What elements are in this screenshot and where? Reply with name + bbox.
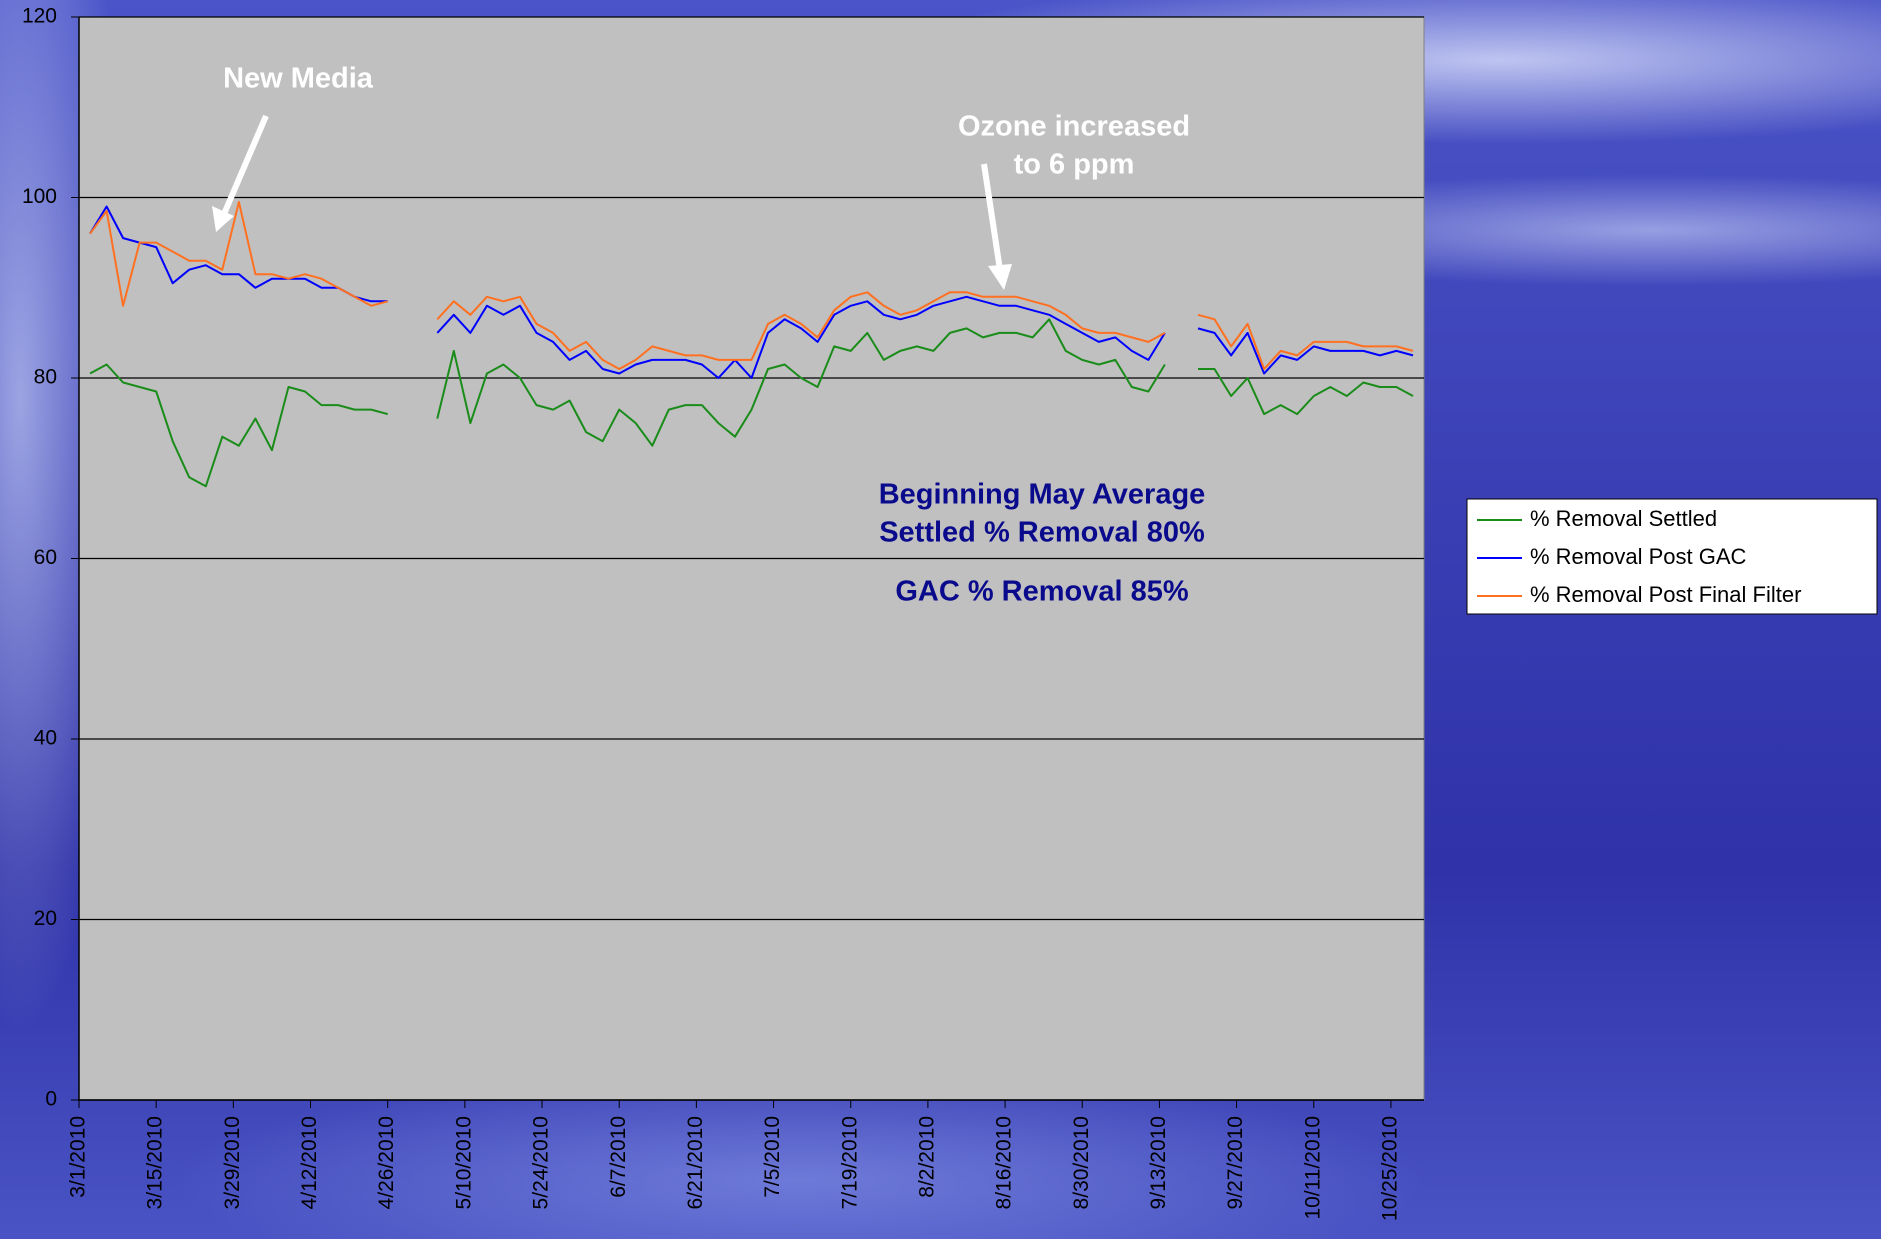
- x-tick-label: 3/15/2010: [144, 1116, 167, 1209]
- x-tick-label: 10/11/2010: [1301, 1116, 1324, 1220]
- y-tick-label: 0: [45, 1088, 57, 1111]
- legend-label: % Removal Settled: [1530, 506, 1717, 531]
- x-tick-label: 4/26/2010: [375, 1116, 398, 1209]
- legend: % Removal Settled % Removal Post GAC % Rem…: [1466, 498, 1878, 615]
- x-tick-label: 6/7/2010: [607, 1116, 630, 1198]
- y-tick-label: 120: [22, 5, 57, 28]
- y-tick-label: 100: [22, 185, 57, 208]
- annotation: Settled % Removal 80%: [879, 517, 1205, 549]
- annotation: New Media: [223, 63, 374, 95]
- x-tick-label: 8/16/2010: [993, 1116, 1016, 1209]
- legend-label: % Removal Post GAC: [1530, 544, 1747, 569]
- lines: [89, 201, 1414, 488]
- x-tick-label: 3/1/2010: [67, 1116, 90, 1198]
- y-tick-label: 20: [34, 907, 57, 930]
- annotation: Beginning May Average: [879, 479, 1206, 511]
- series-line: [89, 318, 1414, 488]
- arrow-head: [212, 206, 234, 232]
- x-tick-label: 8/30/2010: [1070, 1116, 1093, 1209]
- y-tick-label: 60: [34, 546, 57, 569]
- y-tick-label: 80: [34, 366, 57, 389]
- x-tick-label: 6/21/2010: [684, 1116, 707, 1209]
- x-tick-label: 3/29/2010: [221, 1116, 244, 1209]
- x-tick-label: 7/19/2010: [838, 1116, 861, 1209]
- annotation: GAC % Removal 85%: [895, 576, 1189, 608]
- arrow: [221, 114, 269, 216]
- series-line: [89, 201, 1414, 370]
- x-tick-label: 5/10/2010: [452, 1116, 475, 1209]
- x-tick-label: 7/5/2010: [761, 1116, 784, 1198]
- axes: 0 20 40 60 80 100 120 3/1/2010 3/15/2010 3/29/201…: [22, 5, 1424, 1221]
- x-tick-label: 8/2/2010: [915, 1116, 938, 1198]
- x-tick-label: 5/24/2010: [530, 1116, 553, 1209]
- annotation: Ozone increased: [958, 111, 1190, 143]
- legend-label: % Removal Post Final Filter: [1530, 582, 1801, 607]
- x-tick-label: 10/25/2010: [1378, 1116, 1401, 1221]
- y-tick-label: 40: [34, 727, 57, 750]
- x-tick-label: 9/27/2010: [1224, 1116, 1247, 1209]
- annotation: to 6 ppm: [1014, 149, 1135, 181]
- x-tick-label: 9/13/2010: [1147, 1116, 1170, 1209]
- x-tick-label: 4/12/2010: [298, 1116, 321, 1209]
- arrow-head: [988, 264, 1012, 290]
- legend-box: [1466, 498, 1878, 615]
- arrow: [981, 163, 1003, 271]
